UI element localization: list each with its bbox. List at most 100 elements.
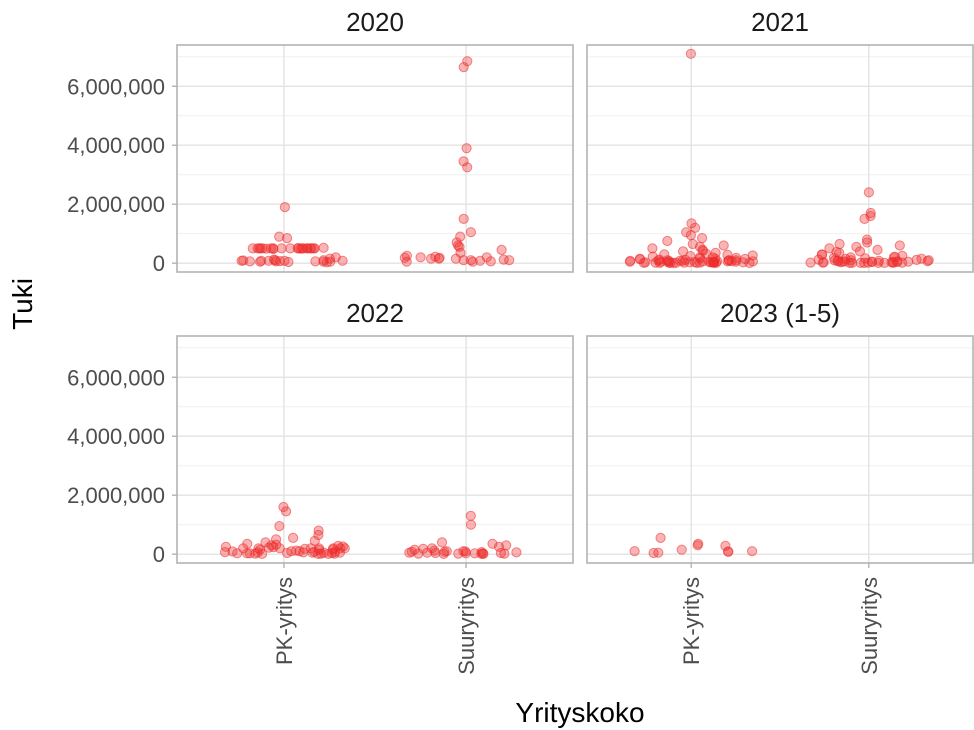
y-tick-label: 2,000,000 — [67, 483, 165, 508]
data-point — [847, 257, 858, 268]
data-point — [722, 256, 733, 267]
data-point — [498, 254, 509, 265]
data-point — [873, 257, 884, 268]
data-point — [274, 521, 285, 532]
data-point — [256, 548, 268, 560]
data-point — [922, 256, 933, 267]
data-point — [461, 143, 472, 154]
data-point — [654, 257, 665, 268]
data-point — [844, 257, 855, 268]
data-point — [485, 256, 496, 267]
data-point — [401, 256, 412, 267]
data-point — [458, 156, 469, 167]
data-point — [872, 244, 883, 255]
data-point — [504, 255, 515, 266]
facet-panel-2: 2021 — [586, 7, 974, 273]
y-axis-title: Tuki — [7, 278, 38, 330]
data-point — [282, 233, 293, 244]
data-point — [279, 202, 290, 213]
data-point — [404, 547, 415, 558]
panel-border — [176, 335, 574, 564]
facet-title: 2020 — [346, 7, 404, 37]
data-point — [662, 235, 673, 247]
data-point — [462, 56, 473, 67]
data-point — [718, 240, 729, 251]
data-point — [313, 548, 324, 560]
data-point — [723, 546, 734, 557]
data-point — [670, 257, 682, 268]
data-point — [282, 547, 293, 559]
data-point — [413, 548, 424, 559]
data-point — [219, 547, 231, 558]
data-point — [694, 257, 706, 268]
data-point — [747, 546, 758, 557]
facet-title: 2021 — [751, 7, 809, 37]
data-point — [865, 207, 876, 219]
data-point — [861, 234, 873, 245]
data-point — [476, 548, 487, 560]
data-point — [433, 253, 444, 264]
data-point — [315, 548, 327, 559]
data-point — [897, 257, 908, 268]
data-point — [274, 256, 285, 267]
data-point — [255, 243, 266, 254]
data-point — [911, 254, 922, 265]
data-point — [730, 256, 741, 267]
data-point — [318, 256, 329, 267]
data-point — [692, 540, 703, 551]
data-point — [668, 257, 679, 268]
data-point — [260, 537, 271, 548]
facet-title: 2023 (1-5) — [720, 298, 840, 328]
facet-panel-1: 2020 0 2,000,000 4,000,000 6,000,000 — [67, 7, 574, 276]
data-point — [313, 529, 324, 541]
y-tick-label: 2,000,000 — [67, 192, 165, 217]
data-point — [511, 547, 522, 558]
data-point — [255, 256, 266, 267]
data-point — [720, 540, 731, 552]
data-point — [276, 243, 287, 254]
data-point — [865, 210, 876, 222]
data-point — [261, 243, 272, 254]
data-point — [462, 162, 473, 173]
data-point — [685, 230, 697, 241]
data-point — [306, 243, 317, 254]
data-point — [499, 548, 510, 559]
data-point — [426, 253, 437, 264]
x-tick-label: Suuryritys — [857, 577, 882, 675]
data-point — [337, 255, 348, 266]
facet-panel-4: 2023 (1-5) PK-yritys Suuryritys — [586, 298, 974, 675]
data-point — [679, 257, 690, 268]
data-point — [323, 548, 334, 560]
data-point — [891, 256, 903, 268]
data-point — [697, 233, 708, 244]
data-point — [465, 519, 477, 530]
y-tick-label: 4,000,000 — [67, 424, 165, 449]
data-point — [268, 243, 279, 255]
data-point — [665, 257, 676, 268]
data-point — [281, 506, 292, 517]
x-tick-label: Suuryritys — [454, 577, 479, 675]
x-tick-label: PK-yritys — [272, 577, 297, 665]
y-tick-label: 0 — [153, 251, 165, 276]
data-point — [817, 257, 829, 268]
data-point — [283, 256, 294, 268]
data-point — [244, 548, 255, 559]
y-tick-label: 4,000,000 — [67, 133, 165, 158]
data-point — [274, 543, 285, 554]
data-point — [436, 537, 448, 548]
data-point — [297, 243, 308, 254]
data-point — [805, 257, 816, 268]
data-point — [450, 253, 461, 264]
data-point — [647, 243, 658, 254]
x-axis-title: Yrityskoko — [515, 697, 644, 728]
panel-border — [586, 44, 974, 273]
data-point — [635, 254, 646, 265]
data-point — [835, 257, 846, 268]
data-point — [475, 255, 486, 266]
facet-title: 2022 — [346, 298, 404, 328]
facet-panel-3: 2022 0 2,000,000 4,000,000 6,000,000 PK-yrity… — [67, 298, 574, 675]
data-point — [430, 547, 441, 559]
data-point — [859, 213, 870, 224]
data-point — [862, 257, 874, 268]
